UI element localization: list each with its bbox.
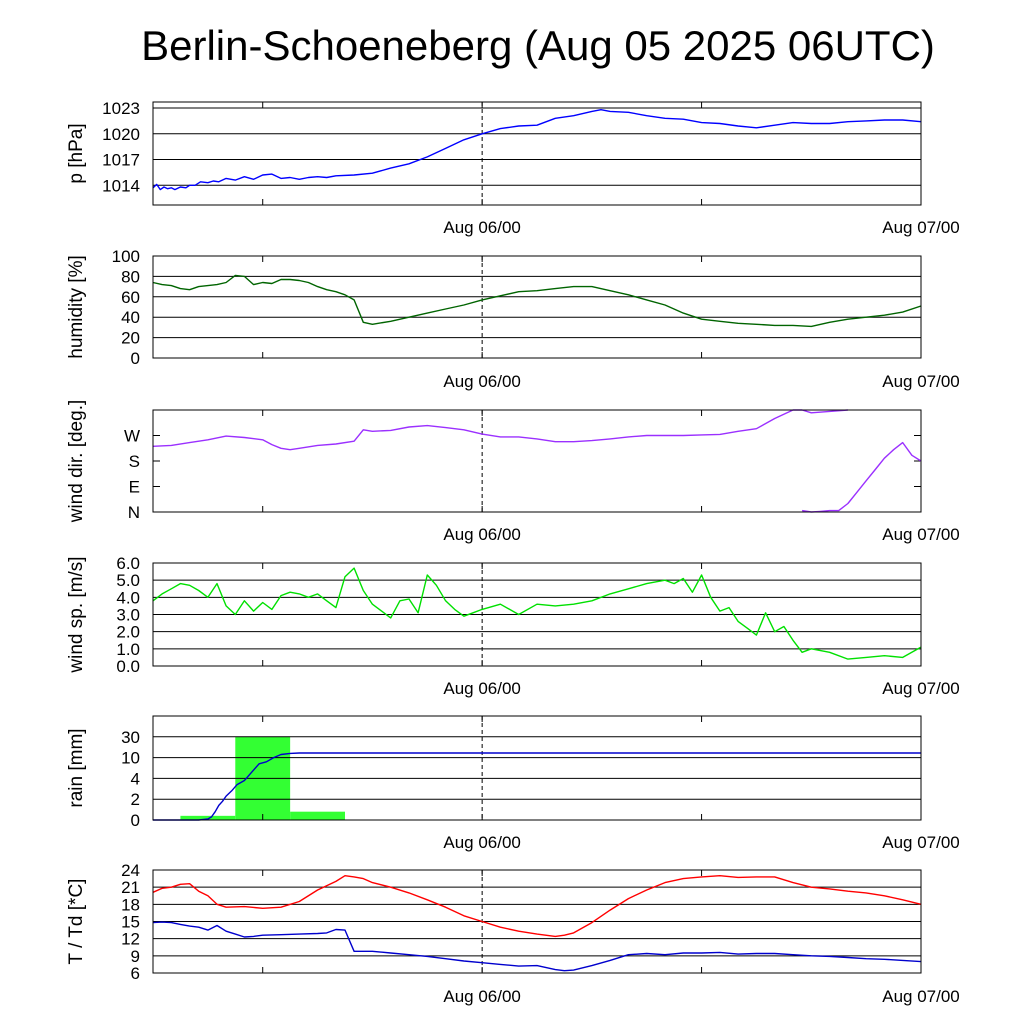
panel-frame — [152, 101, 922, 206]
y-tick-label: 30 — [121, 728, 140, 747]
y-tick-label: 80 — [121, 267, 140, 286]
y-tick-label: 4.0 — [116, 588, 140, 607]
y-tick-label: 2.0 — [116, 623, 140, 642]
x-tick-label: Aug 06/00 — [443, 987, 521, 1006]
y-tick-label: 5.0 — [116, 571, 140, 590]
y-tick-label: 21 — [121, 878, 140, 897]
x-tick-label: Aug 07/00 — [882, 679, 960, 698]
y-axis-label: T / Td [*C] — [66, 879, 87, 965]
x-tick-label: Aug 06/00 — [443, 218, 521, 237]
rain-bar — [290, 811, 345, 820]
y-tick-label: 6.0 — [116, 554, 140, 573]
chart-title: Berlin-Schoeneberg (Aug 05 2025 06UTC) — [141, 22, 935, 69]
panel-frame — [152, 715, 922, 821]
x-tick-label: Aug 07/00 — [882, 987, 960, 1006]
y-tick-label: 12 — [121, 930, 140, 949]
x-tick-label: Aug 06/00 — [443, 679, 521, 698]
y-tick-label: 1020 — [102, 125, 140, 144]
x-tick-label: Aug 06/00 — [443, 833, 521, 852]
y-tick-label: 1017 — [102, 151, 140, 170]
y-axis-label: humidity [%] — [66, 255, 87, 358]
data-series-line — [152, 108, 922, 191]
panel-frame — [152, 869, 922, 974]
y-tick-label: 1014 — [102, 176, 140, 195]
y-axis-label: wind dir. [deg.] — [66, 400, 87, 524]
data-series-line — [152, 921, 922, 972]
y-tick-label: 6 — [131, 964, 140, 983]
panel-frame — [152, 255, 922, 359]
data-series-line — [152, 875, 922, 938]
panel-frame — [152, 409, 922, 513]
y-tick-label: 20 — [121, 329, 140, 348]
y-axis-label: rain [mm] — [66, 728, 87, 807]
y-axis-label: p [hPa] — [66, 123, 87, 183]
data-series-line — [152, 274, 922, 328]
y-tick-label: 4 — [131, 769, 140, 788]
y-tick-label: 1.0 — [116, 640, 140, 659]
data-series-line — [153, 752, 921, 821]
y-tick-label: 3.0 — [116, 606, 140, 625]
x-tick-label: Aug 07/00 — [882, 833, 960, 852]
y-tick-label: 2 — [131, 790, 140, 809]
y-tick-label: N — [128, 503, 140, 522]
y-tick-label: 10 — [121, 749, 140, 768]
rain-bar — [180, 815, 236, 820]
y-tick-label: 1023 — [102, 99, 140, 118]
x-tick-label: Aug 07/00 — [882, 372, 960, 391]
x-tick-label: Aug 06/00 — [443, 372, 521, 391]
y-tick-label: 0 — [131, 349, 140, 368]
y-tick-label: S — [129, 452, 140, 471]
x-tick-label: Aug 07/00 — [882, 218, 960, 237]
y-tick-label: W — [124, 427, 140, 446]
x-tick-label: Aug 06/00 — [443, 525, 521, 544]
y-tick-label: 0.0 — [116, 657, 140, 676]
data-series-line — [152, 567, 922, 660]
y-tick-label: 60 — [121, 288, 140, 307]
y-tick-label: 0 — [131, 811, 140, 830]
y-tick-label: E — [129, 478, 140, 497]
y-tick-label: 100 — [112, 247, 140, 266]
data-series-line — [801, 441, 922, 513]
y-tick-label: 24 — [121, 861, 140, 880]
y-tick-label: 18 — [121, 895, 140, 914]
y-tick-label: 9 — [131, 947, 140, 966]
y-tick-label: 40 — [121, 308, 140, 327]
panel-frame — [152, 562, 922, 667]
data-series-line — [152, 409, 848, 451]
y-axis-label: wind sp. [m/s] — [66, 556, 87, 673]
x-tick-label: Aug 07/00 — [882, 525, 960, 544]
y-tick-label: 15 — [121, 913, 140, 932]
